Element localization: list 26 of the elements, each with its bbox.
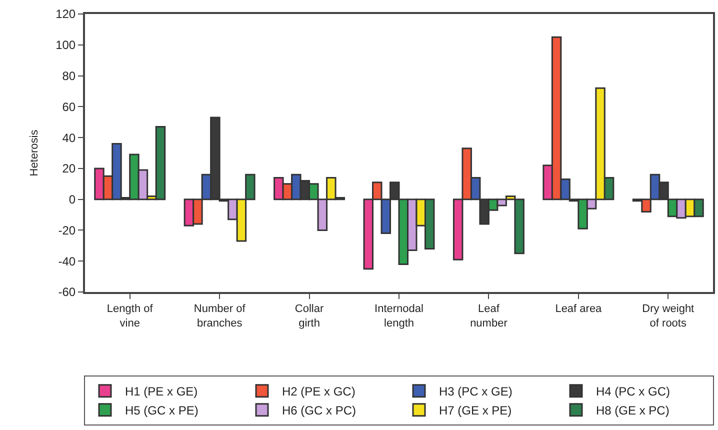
y-tick-label: -60 — [58, 285, 76, 300]
y-tick-label: -40 — [58, 254, 76, 268]
legend-label: H1 (PE x GE) — [125, 384, 198, 399]
legend-label: H7 (GE x PE) — [439, 404, 512, 418]
x-tick-label: Internodal length — [374, 303, 424, 330]
x-tick-label: Collar girth — [294, 303, 324, 330]
x-tick-label: Dry weight of roots — [642, 303, 694, 330]
legend-label: H8 (GE x PC) — [596, 404, 670, 418]
y-axis-title: Heterosis — [28, 129, 41, 176]
legend-label: H2 (PE x GC) — [282, 384, 356, 399]
legend-label: H5 (GC x PE) — [125, 404, 198, 418]
legend-label: H4 (PC x GC) — [596, 384, 670, 399]
y-tick-label: 60 — [62, 100, 76, 114]
y-tick-label: 120 — [56, 7, 76, 22]
y-tick-label: 40 — [62, 130, 76, 145]
y-tick-label: 0 — [68, 192, 76, 207]
legend-label: H3 (PC x GE) — [439, 384, 512, 399]
y-tick-label: -20 — [58, 223, 76, 238]
x-tick-label: Number of branches — [194, 303, 246, 330]
x-tick-label: Leaf number — [470, 303, 508, 330]
legend-label: H6 (GC x PC) — [282, 404, 356, 418]
x-tick-label: Length of vine — [106, 303, 154, 330]
y-tick-label: 20 — [62, 162, 76, 176]
x-tick-label: Leaf area — [555, 303, 603, 316]
y-tick-label: 100 — [56, 38, 76, 52]
y-tick-label: 80 — [62, 68, 76, 83]
